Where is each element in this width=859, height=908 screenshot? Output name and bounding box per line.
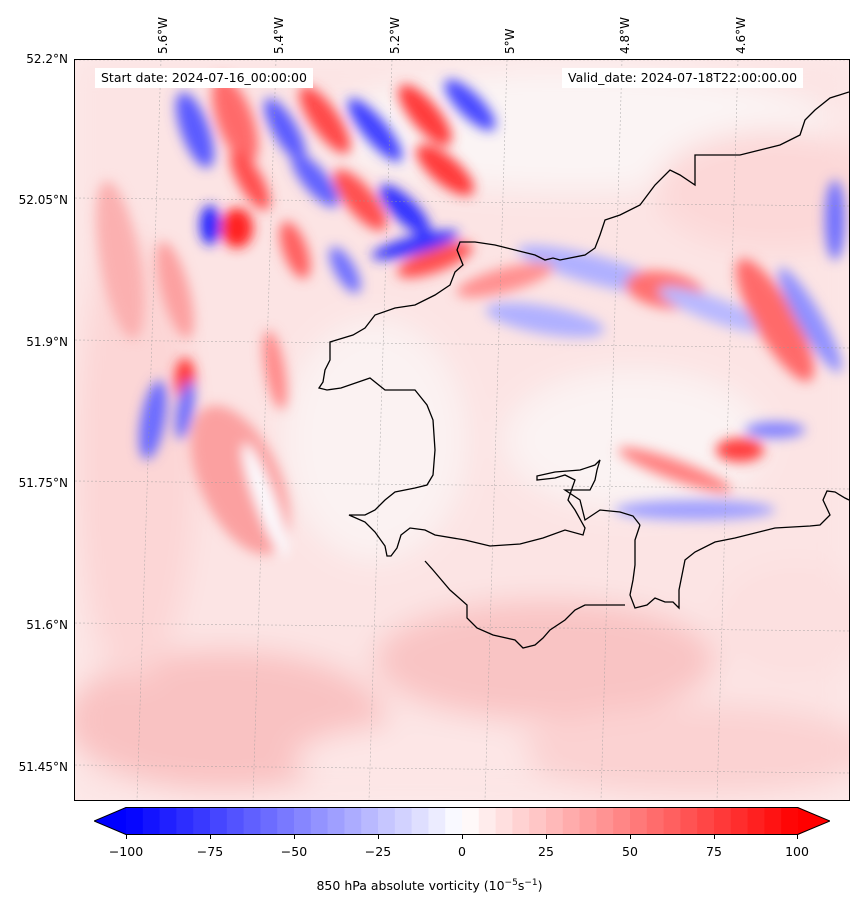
colorbar-outline — [94, 807, 830, 835]
lat-label-52.2n: 52.2°N — [26, 52, 68, 66]
colorbar-cell — [243, 807, 261, 835]
colorbar-cell — [445, 807, 463, 835]
colorbar-cell — [562, 807, 580, 835]
coastline — [317, 91, 849, 649]
colorbar-tickmark — [462, 835, 463, 839]
gridlines — [75, 60, 849, 800]
colorbar-cell — [680, 807, 698, 835]
colorbar-cell — [512, 807, 530, 835]
colorbar-cell — [126, 807, 144, 835]
colorbar-label: 850 hPa absolute vorticity (10−5s−1) — [0, 878, 859, 893]
colorbar-cell — [193, 807, 211, 835]
lat-label-51.75n: 51.75°N — [18, 476, 68, 490]
colorbar-cell — [697, 807, 715, 835]
start-date-label: Start date: 2024-07-16_00:00:00 — [95, 68, 313, 88]
colorbar-tick-label: 50 — [622, 844, 638, 859]
colorbar-cell — [613, 807, 631, 835]
lat-label-51.6n: 51.6°N — [26, 618, 68, 632]
colorbar-extend-max — [798, 807, 830, 835]
colorbar-cell — [495, 807, 513, 835]
colorbar-cell — [630, 807, 648, 835]
colorbar-cell — [546, 807, 564, 835]
colorbar-cell — [428, 807, 446, 835]
colorbar-cell — [462, 807, 480, 835]
colorbar-tickmark — [294, 835, 295, 839]
colorbar-cell — [361, 807, 379, 835]
colorbar-tickmark — [126, 835, 127, 839]
colorbar-tick-label: 75 — [706, 844, 722, 859]
colorbar-tick-label: −100 — [108, 844, 144, 859]
colorbar-tick-label: −75 — [196, 844, 224, 859]
colorbar-tick-label: 25 — [538, 844, 554, 859]
colorbar-cell — [277, 807, 295, 835]
colorbar-cell — [142, 807, 160, 835]
colorbar-cell — [344, 807, 362, 835]
colorbar-cell — [764, 807, 782, 835]
colorbar-cell — [730, 807, 748, 835]
colorbar-cell — [260, 807, 278, 835]
colorbar-label-mid: s — [517, 878, 525, 894]
colorbar-tickmark — [714, 835, 715, 839]
colorbar-cell — [646, 807, 664, 835]
colorbar-cell — [378, 807, 396, 835]
lon-label-5.6w: 5.6°W — [156, 17, 170, 54]
colorbar-cell — [747, 807, 765, 835]
colorbar-tick-label: 0 — [458, 844, 466, 859]
lon-label-5.2w: 5.2°W — [388, 17, 402, 54]
colorbar-cell — [714, 807, 732, 835]
colorbar-tick-label: 100 — [785, 844, 809, 859]
colorbar-label-end: ) — [537, 878, 543, 894]
colorbar-tickmark — [630, 835, 631, 839]
valid-date-label: Valid_date: 2024-07-18T22:00:00.00 — [562, 68, 804, 88]
colorbar-cell — [394, 807, 412, 835]
colorbar-cell — [226, 807, 244, 835]
colorbar-cells — [126, 807, 799, 835]
colorbar-cell — [411, 807, 429, 835]
colorbar-cell — [210, 807, 228, 835]
colorbar-tickmark — [797, 835, 798, 839]
lon-label-5w: 5°W — [503, 28, 517, 55]
lon-label-5.4w: 5.4°W — [272, 17, 286, 54]
vorticity-map — [74, 59, 850, 801]
lat-label-51.9n: 51.9°N — [26, 335, 68, 349]
colorbar-tickmark — [546, 835, 547, 839]
colorbar-tick-label: −50 — [280, 844, 308, 859]
colorbar-tickmark — [210, 835, 211, 839]
colorbar-tick-label: −25 — [364, 844, 392, 859]
colorbar-label-exp1: −5 — [504, 878, 518, 888]
vorticity-field — [75, 60, 849, 800]
colorbar-cell — [529, 807, 547, 835]
colorbar-label-exp2: −1 — [524, 878, 538, 888]
lon-label-4.8w: 4.8°W — [618, 17, 632, 54]
colorbar-cell — [596, 807, 614, 835]
lon-label-4.6w: 4.6°W — [734, 17, 748, 54]
colorbar-cell — [663, 807, 681, 835]
colorbar-cell — [159, 807, 177, 835]
colorbar-cell — [579, 807, 597, 835]
colorbar-cell — [294, 807, 312, 835]
lat-label-51.45n: 51.45°N — [18, 760, 68, 774]
vorticity-streaks — [95, 76, 845, 557]
colorbar-cell — [781, 807, 799, 835]
colorbar-label-text: 850 hPa absolute vorticity (10 — [316, 878, 505, 894]
lat-label-52.05n: 52.05°N — [18, 193, 68, 207]
colorbar-cell — [176, 807, 194, 835]
colorbar-cell — [478, 807, 496, 835]
colorbar-cell — [310, 807, 328, 835]
colorbar-extend-min — [94, 807, 126, 835]
colorbar-tickmark — [378, 835, 379, 839]
colorbar — [94, 807, 830, 835]
colorbar-cell — [327, 807, 345, 835]
